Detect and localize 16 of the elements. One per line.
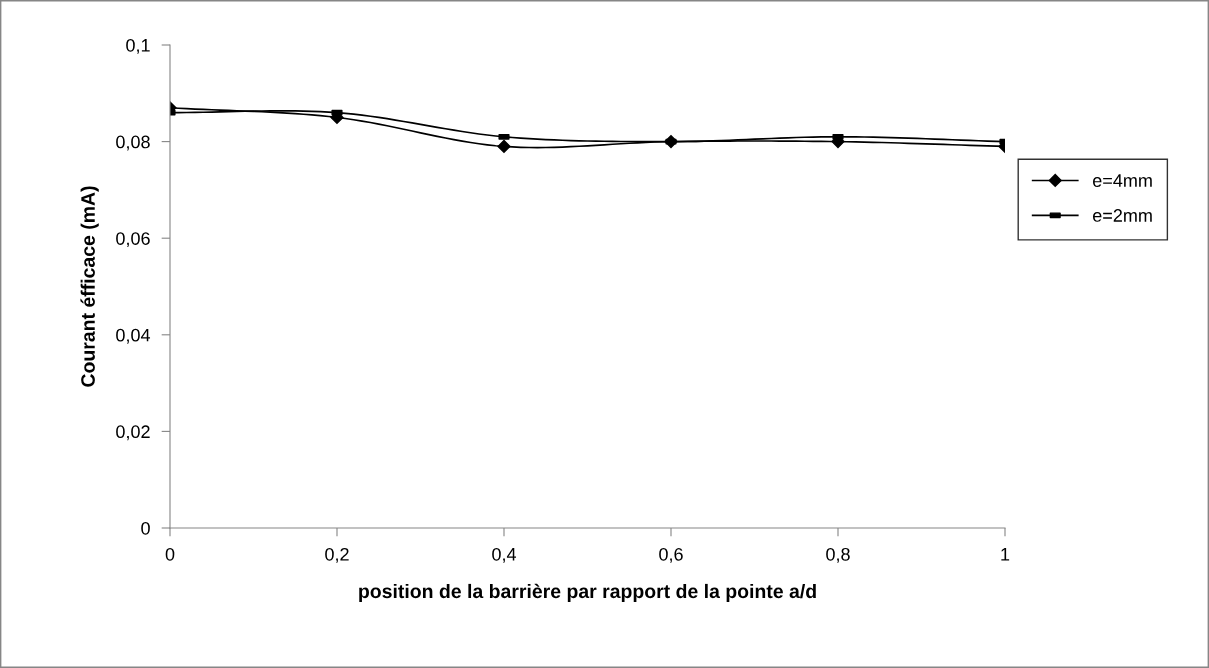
x-tick-label: 0,2 <box>325 547 349 563</box>
y-axis-title: Courant éfficace (mA) <box>80 186 99 387</box>
x-axis-title: position de la barrière par rapport de la pointe a/d <box>359 583 816 603</box>
y-tick-label: 0,08 <box>116 135 150 151</box>
x-tick-label: 0,6 <box>659 547 683 563</box>
y-tick-label: 0 <box>141 521 150 535</box>
x-tick-label: 0,8 <box>826 547 850 563</box>
y-tick-label: 0,04 <box>116 328 151 344</box>
x-tick-label: 0,4 <box>492 547 517 563</box>
legend-label: e=2mm <box>1093 209 1152 222</box>
x-tick-label: 1 <box>1001 548 1010 561</box>
y-tick-label: 0,02 <box>116 425 150 441</box>
x-tick-label: 0 <box>165 547 175 561</box>
y-tick-label: 0,1 <box>126 38 150 54</box>
legend-label: e=4mm <box>1093 174 1152 187</box>
y-tick-label: 0,06 <box>116 232 150 248</box>
